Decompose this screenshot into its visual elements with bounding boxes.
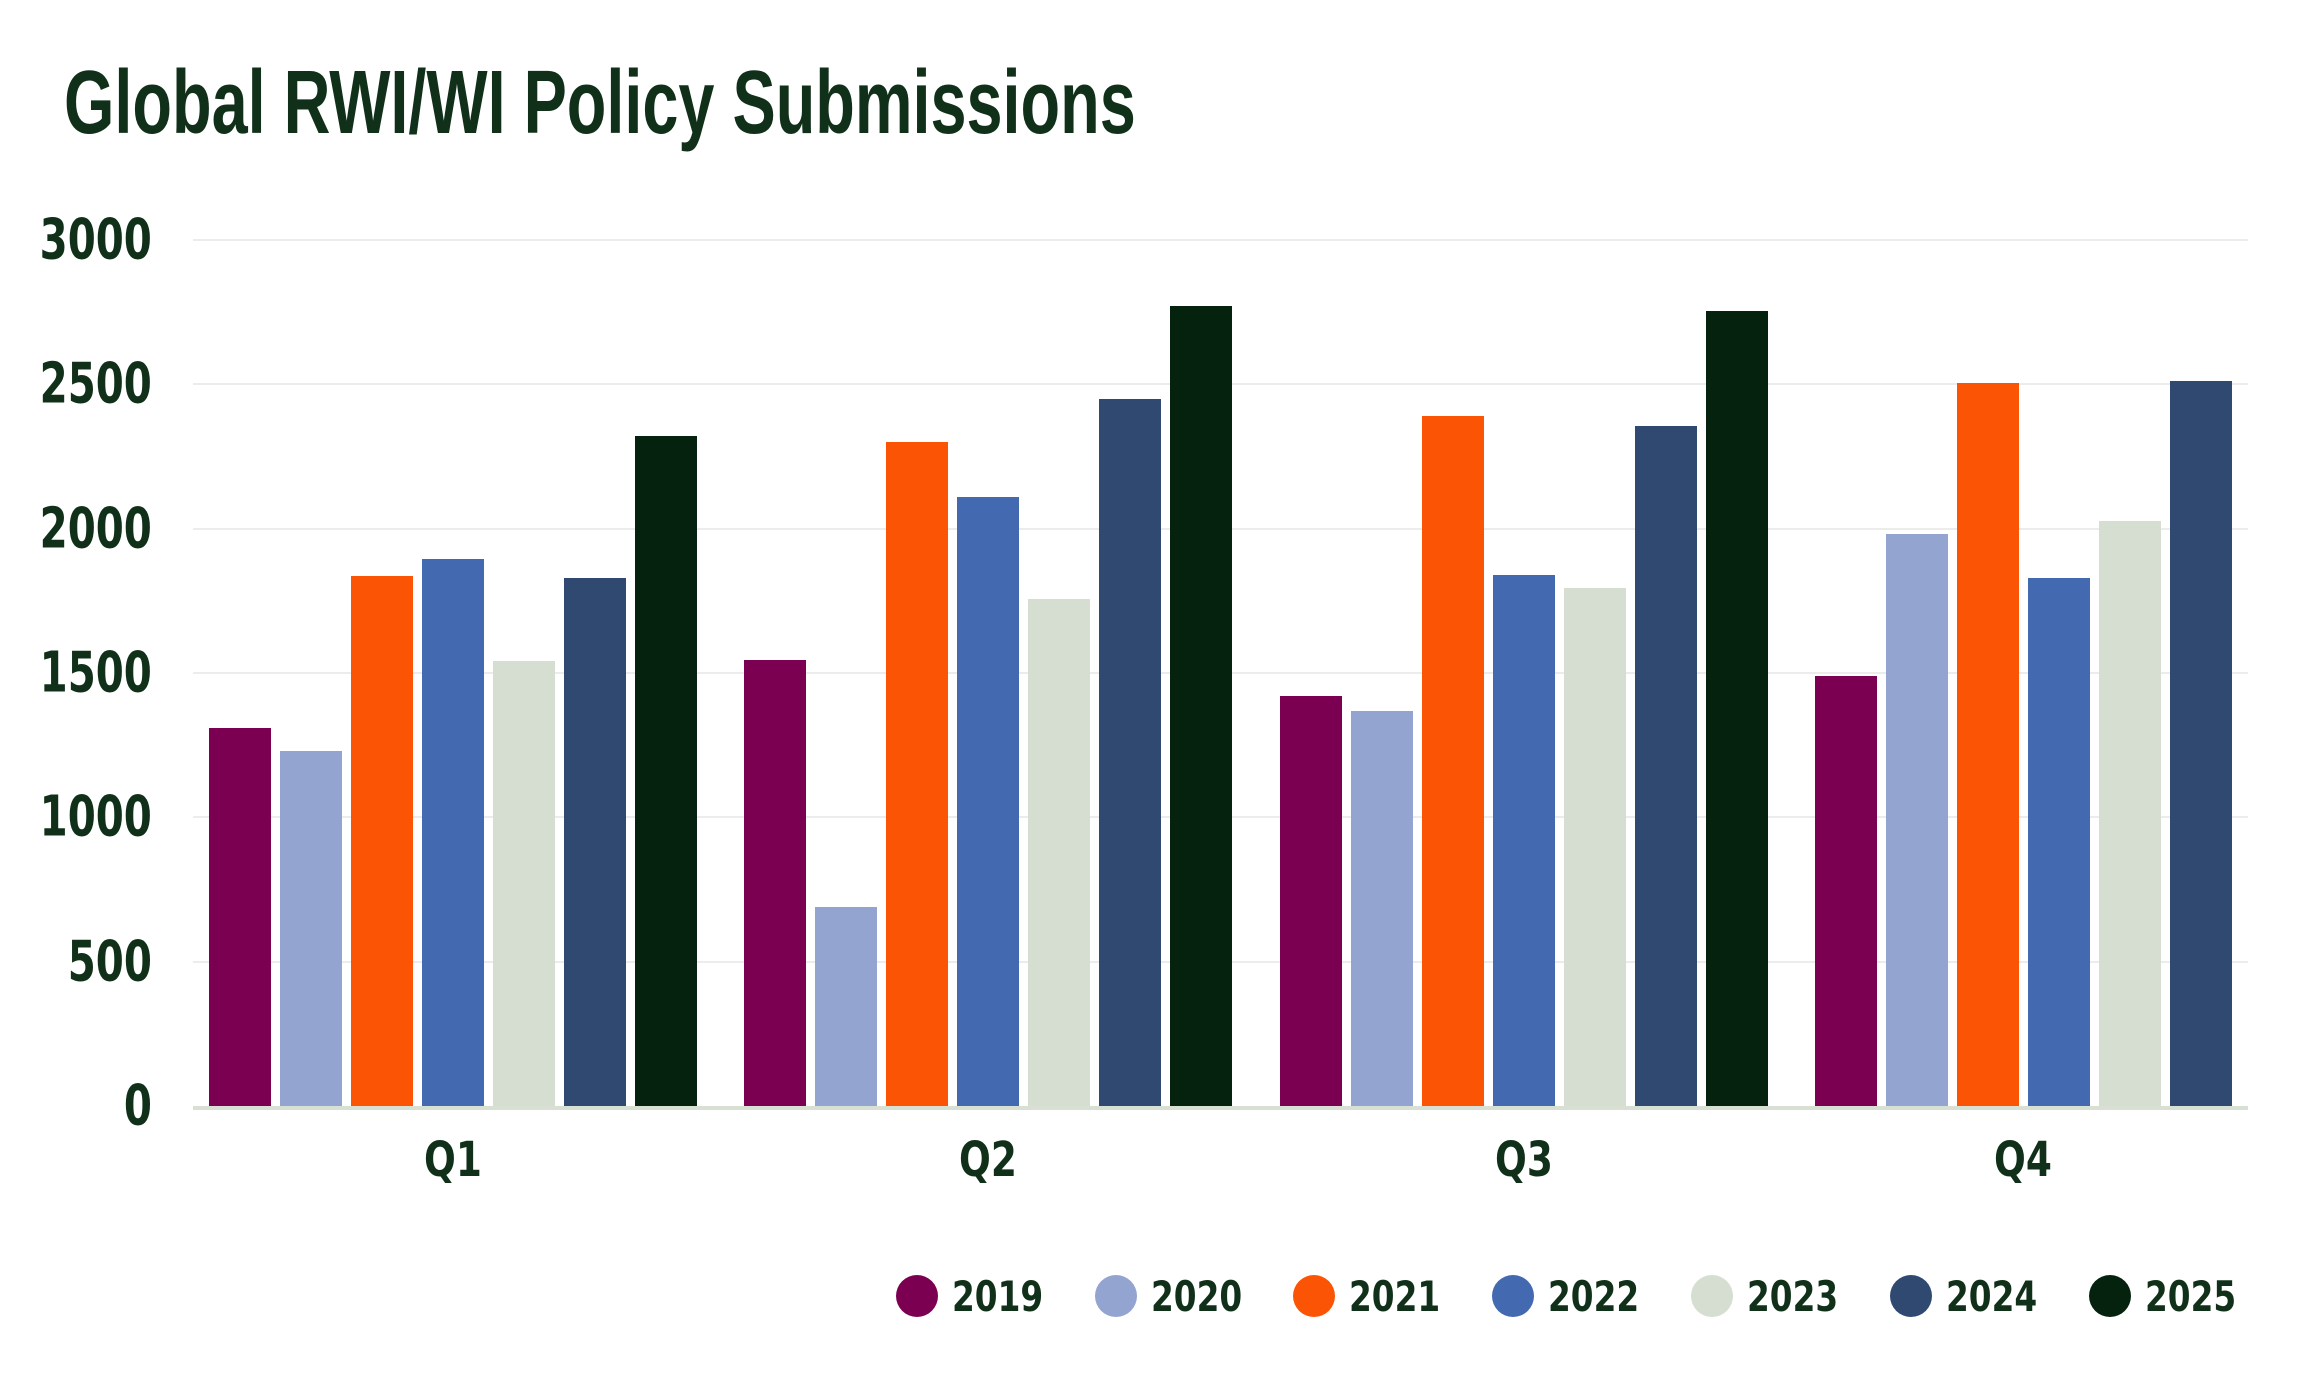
legend-marker-2023 bbox=[1691, 1275, 1734, 1317]
bar-2021-q2 bbox=[886, 442, 949, 1106]
bar-2023-q2 bbox=[1028, 599, 1091, 1106]
legend-marker-2024 bbox=[1890, 1275, 1933, 1317]
bar-2022-q4 bbox=[2027, 577, 2090, 1106]
bar-2021-q1 bbox=[351, 576, 413, 1106]
legend-marker-2022 bbox=[1492, 1275, 1535, 1317]
bar-2021-q3 bbox=[1421, 416, 1484, 1106]
bar-group-q4: Q4 bbox=[1814, 240, 2232, 1188]
bar-2019-q4 bbox=[1814, 675, 1877, 1106]
bar-groups: Q1 Q2 Q3 Q4 bbox=[193, 240, 2248, 1188]
legend-label-2023: 2023 bbox=[1747, 1271, 1839, 1321]
y-tick-label-500: 500 bbox=[67, 929, 152, 995]
legend-label-2021: 2021 bbox=[1349, 1271, 1441, 1321]
plot-area: Q1 Q2 Q3 Q4 bbox=[193, 239, 2248, 1188]
bar-2023-q4 bbox=[2098, 521, 2161, 1106]
y-axis: 0 500 1000 1500 2000 2500 3000 bbox=[0, 208, 152, 1139]
legend-item-2024: 2024 bbox=[1890, 1272, 2063, 1321]
y-tick-label-1000: 1000 bbox=[39, 784, 152, 850]
bar-2019-q2 bbox=[744, 660, 807, 1106]
bar-group-q3: Q3 bbox=[1279, 240, 1768, 1188]
legend-marker-2021 bbox=[1293, 1275, 1336, 1317]
gridline-3000 bbox=[193, 239, 2248, 241]
bar-2023-q1 bbox=[493, 661, 555, 1106]
bar-2021-q4 bbox=[1956, 382, 2019, 1106]
legend-item-2019: 2019 bbox=[895, 1271, 1069, 1321]
legend-marker-2020 bbox=[1094, 1275, 1137, 1317]
x-tick-label-q1: Q1 bbox=[424, 1132, 482, 1188]
x-tick-label-q4: Q4 bbox=[1994, 1132, 2053, 1188]
bar-2022-q1 bbox=[422, 558, 484, 1106]
bar-2020-q1 bbox=[280, 750, 342, 1106]
y-tick-label-1500: 1500 bbox=[39, 640, 152, 706]
legend-item-2021: 2021 bbox=[1293, 1272, 1466, 1321]
bar-2022-q2 bbox=[957, 496, 1020, 1106]
chart-title: Global RWI/WI Policy Submissions bbox=[64, 53, 1136, 153]
bar-group-q1: Q1 bbox=[209, 240, 697, 1188]
bar-2023-q3 bbox=[1563, 587, 1626, 1106]
bar-2025-q1 bbox=[635, 436, 697, 1106]
bar-2024-q4 bbox=[2169, 381, 2232, 1106]
y-tick-label-2000: 2000 bbox=[39, 496, 152, 562]
x-tick-label-q3: Q3 bbox=[1494, 1132, 1553, 1188]
bar-group-q2: Q2 bbox=[744, 240, 1233, 1188]
legend-item-2023: 2023 bbox=[1691, 1272, 1864, 1321]
legend-label-2020: 2020 bbox=[1150, 1271, 1242, 1321]
bar-2025-q3 bbox=[1705, 310, 1768, 1106]
bar-2022-q3 bbox=[1492, 574, 1555, 1106]
legend-label-2019: 2019 bbox=[951, 1271, 1043, 1321]
bar-2019-q1 bbox=[209, 727, 271, 1106]
bar-2024-q2 bbox=[1099, 398, 1162, 1106]
bar-2020-q2 bbox=[815, 906, 878, 1106]
y-tick-label-3000: 3000 bbox=[39, 207, 152, 273]
bar-2025-q2 bbox=[1170, 306, 1233, 1106]
legend-marker-2019 bbox=[895, 1275, 938, 1317]
bar-2024-q3 bbox=[1634, 426, 1697, 1106]
bar-2024-q1 bbox=[564, 577, 626, 1106]
bar-2020-q4 bbox=[1885, 534, 1948, 1106]
legend-item-2020: 2020 bbox=[1094, 1271, 1268, 1321]
y-tick-label-0: 0 bbox=[123, 1073, 152, 1139]
legend-marker-2025 bbox=[2089, 1275, 2132, 1317]
legend-item-2025: 2025 bbox=[2089, 1272, 2262, 1321]
legend: 2019 2020 2021 2022 2023 2024 2025 bbox=[895, 1271, 2262, 1321]
y-tick-label-2500: 2500 bbox=[39, 351, 152, 417]
legend-item-2022: 2022 bbox=[1492, 1272, 1665, 1321]
legend-label-2025: 2025 bbox=[2145, 1271, 2237, 1321]
legend-label-2024: 2024 bbox=[1946, 1271, 2038, 1321]
bar-2019-q3 bbox=[1279, 696, 1342, 1106]
x-tick-label-q2: Q2 bbox=[959, 1132, 1018, 1188]
bar-2020-q3 bbox=[1350, 710, 1413, 1106]
legend-label-2022: 2022 bbox=[1548, 1271, 1640, 1321]
